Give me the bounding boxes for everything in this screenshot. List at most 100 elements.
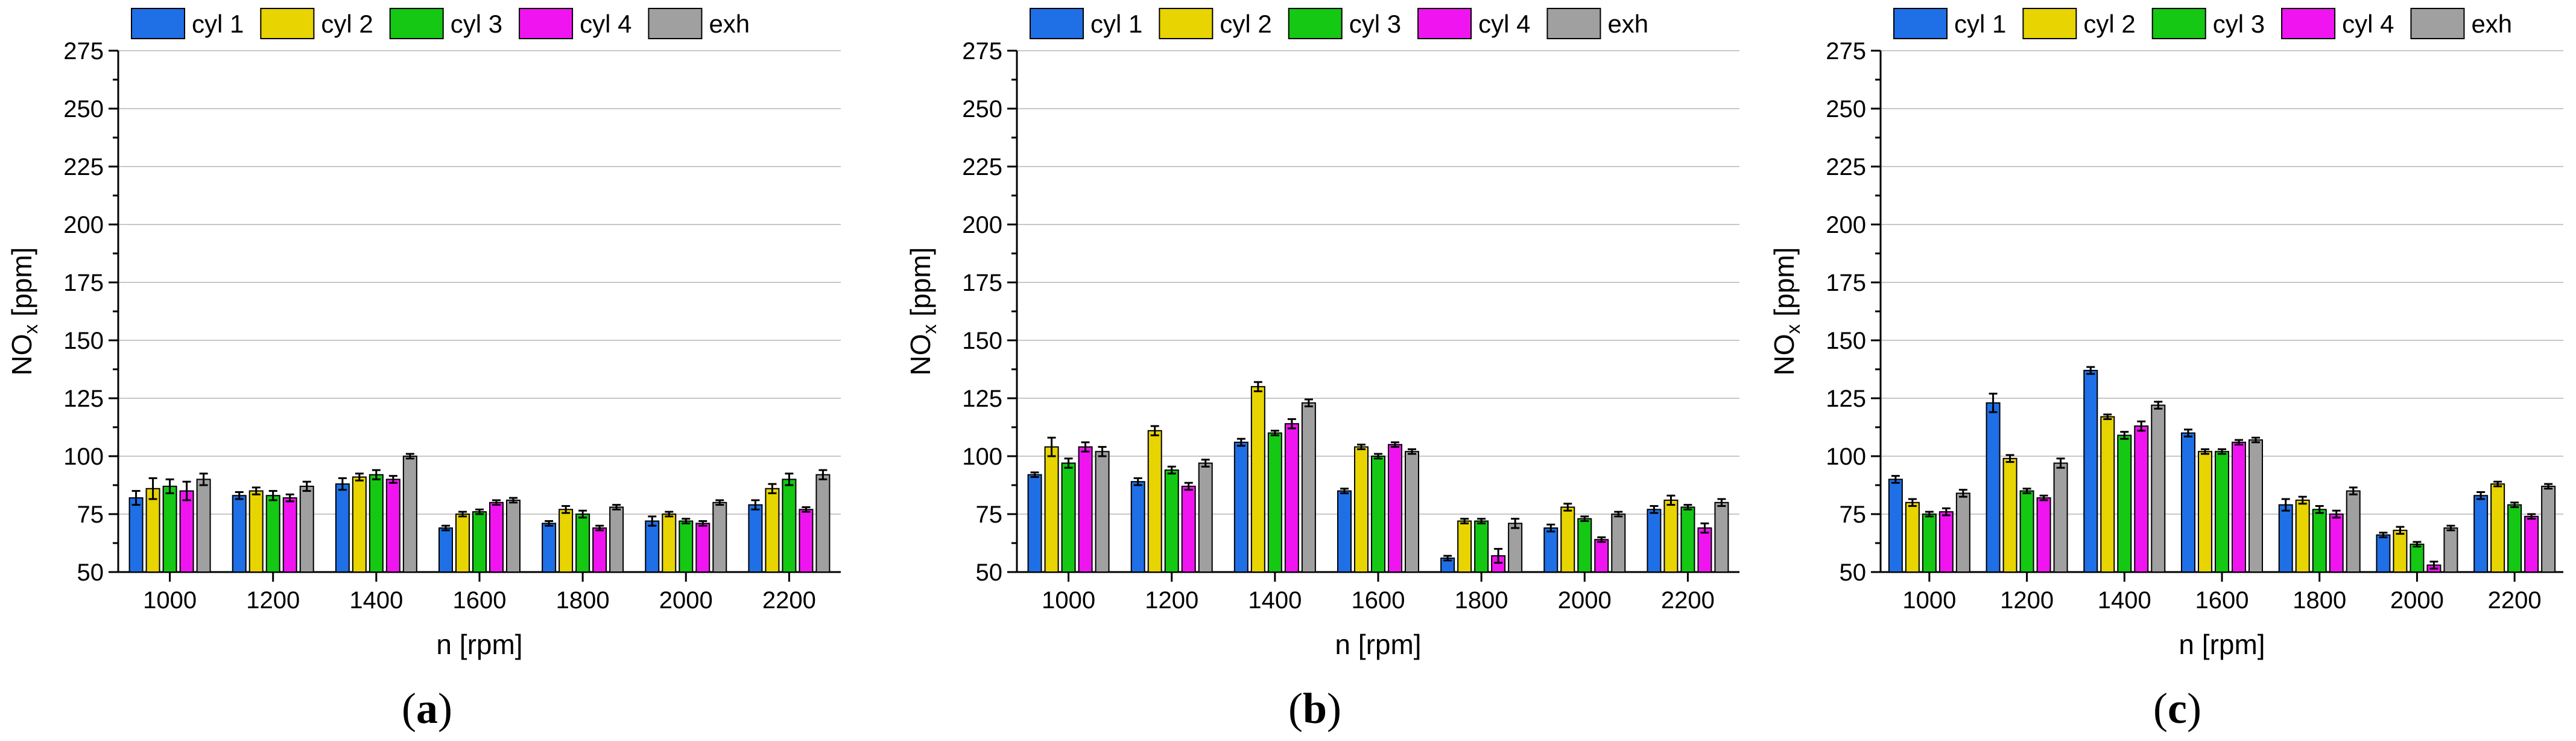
- bar: [2376, 534, 2391, 573]
- bar: [1955, 492, 1970, 573]
- bar: [695, 523, 710, 573]
- x-tick-label: 1200: [246, 587, 300, 614]
- bar: [1388, 444, 1402, 573]
- bar: [1611, 514, 1626, 573]
- bar: [2507, 504, 2522, 573]
- bar: [2151, 404, 2166, 573]
- y-tick-label: 75: [77, 501, 104, 528]
- legend-swatch: [260, 8, 315, 39]
- bar: [2100, 416, 2115, 573]
- bar: [575, 514, 590, 573]
- bar: [2134, 425, 2149, 573]
- y-tick-label: 100: [1826, 444, 1866, 470]
- bar: [1044, 446, 1059, 573]
- bar: [352, 476, 367, 573]
- bar: [2019, 490, 2034, 573]
- y-tick-label: 275: [1826, 38, 1866, 65]
- bar: [592, 527, 607, 573]
- bar: [2393, 529, 2408, 573]
- x-tick-label: 1200: [2000, 587, 2054, 614]
- y-tick-label: 150: [962, 328, 1002, 354]
- y-tick-label: 175: [1826, 270, 1866, 296]
- bar: [1543, 527, 1559, 573]
- x-axis-label: n [rpm]: [436, 629, 522, 660]
- bar: [2181, 432, 2195, 573]
- bar: [299, 485, 314, 573]
- y-tick-label: 75: [976, 501, 1003, 528]
- bar: [1301, 402, 1316, 573]
- x-tick-label: 1400: [1248, 587, 1302, 614]
- legend-label: cyl 3: [1349, 10, 1401, 38]
- legend-swatch: [2151, 8, 2206, 39]
- bar: [438, 527, 453, 573]
- y-tick-label: 275: [962, 38, 1002, 65]
- legend-label: cyl 4: [1478, 10, 1530, 38]
- bar: [2541, 485, 2556, 573]
- y-tick-label: 250: [962, 96, 1002, 122]
- bar: [2473, 495, 2489, 573]
- x-tick-label: 1400: [349, 587, 403, 614]
- y-tick-label: 50: [976, 559, 1003, 586]
- legend-swatch: [2022, 8, 2077, 39]
- bar: [782, 479, 797, 573]
- bar: [645, 520, 660, 573]
- x-tick-label: 1000: [1902, 587, 1956, 614]
- legend-swatch: [1030, 8, 1084, 39]
- y-tick-label: 200: [1826, 212, 1866, 238]
- bar: [1078, 446, 1093, 573]
- bar: [559, 509, 574, 573]
- bar: [2524, 515, 2539, 573]
- bar: [1938, 511, 1954, 573]
- legend-swatch: [1417, 8, 1472, 39]
- y-tick-label: 125: [63, 386, 104, 412]
- legend-swatch: [519, 8, 574, 39]
- bar: [1474, 520, 1489, 573]
- legend: cyl 1 cyl 2 cyl 3 cyl 4 exh: [1030, 8, 1648, 39]
- bar: [385, 479, 400, 573]
- bar: [455, 514, 470, 573]
- legend-swatch: [131, 8, 185, 39]
- bar: [712, 501, 727, 573]
- chart-panel-1: 50 75 100 125 150 175 200 225 250 275 1000 1200 1400…: [6, 8, 841, 733]
- legend-label: cyl 3: [451, 10, 502, 38]
- bar: [1198, 462, 1213, 573]
- bar: [335, 483, 350, 573]
- y-tick-label: 100: [63, 444, 104, 470]
- panel-label: (a): [402, 684, 452, 733]
- bar: [2295, 499, 2310, 573]
- panel-label: (c): [2153, 684, 2201, 733]
- y-tick-label: 100: [962, 444, 1002, 470]
- y-tick-label: 250: [1826, 96, 1866, 122]
- legend-swatch: [1159, 8, 1214, 39]
- bar: [748, 504, 763, 573]
- y-tick-label: 75: [1840, 501, 1867, 528]
- x-axis-label: n [rpm]: [1335, 629, 1421, 660]
- x-tick-label: 1200: [1145, 587, 1198, 614]
- bar: [1922, 514, 1937, 573]
- x-tick-label: 1800: [556, 587, 610, 614]
- x-tick-label: 1800: [1455, 587, 1508, 614]
- bar: [472, 511, 487, 573]
- legend-swatch: [1288, 8, 1343, 39]
- x-tick-label: 1000: [143, 587, 197, 614]
- legend-label: cyl 4: [2342, 10, 2394, 38]
- legend-label: cyl 2: [1220, 10, 1271, 38]
- x-tick-label: 1600: [453, 587, 507, 614]
- bar: [1147, 430, 1162, 573]
- bar: [2312, 509, 2327, 573]
- legend: cyl 1 cyl 2 cyl 3 cyl 4 exh: [131, 8, 750, 39]
- bar: [1594, 539, 1609, 573]
- legend-swatch: [1546, 8, 1601, 39]
- bar: [2053, 462, 2068, 573]
- bar: [662, 514, 677, 573]
- bar: [2083, 369, 2098, 573]
- bar: [2329, 514, 2344, 573]
- panel-label: (b): [1288, 684, 1341, 733]
- y-tick-label: 50: [77, 559, 104, 586]
- bar: [282, 497, 297, 573]
- x-tick-label: 2000: [659, 587, 713, 614]
- bar: [1337, 490, 1352, 573]
- legend: cyl 1 cyl 2 cyl 3 cyl 4 exh: [1893, 8, 2512, 39]
- bar: [815, 474, 831, 573]
